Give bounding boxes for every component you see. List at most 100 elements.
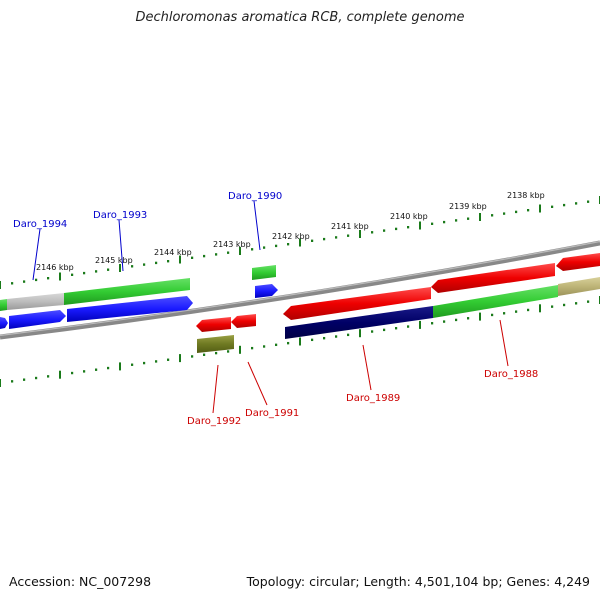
gene-label-daro-1991[interactable]: Daro_1991 bbox=[245, 408, 299, 419]
minor-tick bbox=[407, 325, 410, 328]
minor-tick bbox=[491, 313, 494, 317]
minor-tick bbox=[35, 376, 38, 380]
gene-row-reverse-right bbox=[283, 253, 600, 339]
gene-row-forward bbox=[0, 265, 278, 329]
minor-tick bbox=[191, 355, 194, 358]
minor-tick bbox=[587, 300, 590, 303]
gene-label-daro-1992[interactable]: Daro_1992 bbox=[187, 416, 241, 427]
minor-tick bbox=[131, 265, 134, 268]
gene-arrow[interactable] bbox=[556, 253, 600, 271]
minor-tick bbox=[335, 236, 338, 239]
minor-tick bbox=[47, 375, 50, 378]
minor-tick bbox=[23, 280, 26, 283]
gene-label-daro-1989[interactable]: Daro_1989 bbox=[346, 393, 400, 404]
gene-arrow[interactable] bbox=[558, 277, 600, 296]
gene-arrow[interactable] bbox=[0, 299, 7, 311]
upper-scale-track bbox=[0, 196, 600, 289]
minor-tick bbox=[443, 320, 446, 323]
gene-arrow-daro-1990[interactable] bbox=[255, 284, 278, 298]
minor-tick bbox=[455, 219, 458, 222]
scale-label: 2140 kbp bbox=[390, 212, 428, 221]
major-tick bbox=[59, 272, 61, 281]
minor-tick bbox=[515, 310, 518, 313]
gene-arrow[interactable] bbox=[7, 293, 64, 310]
minor-tick bbox=[395, 327, 398, 330]
gene-label-daro-1994[interactable]: Daro_1994 bbox=[13, 219, 67, 230]
gene-label-daro-1990[interactable]: Daro_1990 bbox=[228, 191, 282, 202]
minor-tick bbox=[143, 263, 146, 266]
minor-tick bbox=[107, 268, 110, 271]
minor-tick bbox=[251, 346, 254, 350]
minor-tick bbox=[263, 345, 266, 348]
gene-arrow[interactable] bbox=[64, 278, 190, 305]
gene-arrow[interactable] bbox=[433, 285, 558, 318]
minor-tick bbox=[371, 330, 374, 333]
minor-tick bbox=[227, 251, 230, 254]
gene-row-reverse-left bbox=[196, 314, 256, 353]
minor-tick bbox=[503, 312, 506, 315]
minor-tick bbox=[383, 328, 386, 332]
gene-arrow[interactable] bbox=[252, 265, 276, 280]
minor-tick bbox=[443, 220, 446, 224]
minor-tick bbox=[587, 200, 590, 203]
minor-tick bbox=[215, 253, 218, 256]
minor-tick bbox=[383, 229, 386, 232]
minor-tick bbox=[311, 338, 314, 342]
minor-tick bbox=[95, 270, 98, 273]
major-tick bbox=[119, 264, 121, 272]
lower-scale-track bbox=[0, 296, 600, 387]
gene-arrow-daro-1993[interactable] bbox=[67, 296, 193, 322]
minor-tick bbox=[347, 234, 350, 237]
major-tick bbox=[239, 345, 241, 354]
minor-tick bbox=[515, 210, 518, 214]
minor-tick bbox=[563, 303, 566, 307]
minor-tick bbox=[83, 271, 86, 275]
minor-tick bbox=[107, 366, 110, 370]
scale-label: 2141 kbp bbox=[331, 222, 369, 231]
minor-tick bbox=[11, 380, 14, 383]
major-tick bbox=[419, 221, 421, 230]
minor-tick bbox=[467, 317, 470, 320]
gene-arrow-daro-1992[interactable] bbox=[197, 335, 234, 353]
major-tick bbox=[539, 304, 541, 313]
scale-label: 2143 kbp bbox=[213, 240, 251, 249]
minor-tick bbox=[431, 322, 434, 325]
map-title: Dechloromonas aromatica RCB, complete ge… bbox=[135, 10, 465, 25]
minor-tick bbox=[323, 237, 326, 241]
gene-row-upper bbox=[0, 278, 190, 311]
minor-tick bbox=[551, 305, 554, 308]
minor-tick bbox=[527, 308, 530, 312]
minor-tick bbox=[155, 261, 158, 265]
minor-tick bbox=[551, 205, 554, 208]
major-tick bbox=[479, 213, 481, 221]
gene-arrow-daro-1989[interactable] bbox=[283, 287, 431, 320]
scale-labels: 2146 kbp 2145 kbp 2144 kbp 2143 kbp 2142… bbox=[36, 191, 545, 272]
major-tick bbox=[179, 255, 181, 264]
major-tick bbox=[239, 247, 241, 255]
minor-tick bbox=[167, 260, 170, 263]
topology-text: Topology: circular; Length: 4,501,104 bp… bbox=[246, 574, 590, 589]
gene-label-daro-1988[interactable]: Daro_1988 bbox=[484, 369, 538, 380]
minor-tick bbox=[467, 217, 470, 220]
minor-tick bbox=[575, 302, 578, 305]
minor-tick bbox=[407, 226, 410, 229]
major-tick bbox=[419, 320, 421, 329]
minor-tick bbox=[503, 212, 506, 215]
gene-arrow-daro-1988[interactable] bbox=[431, 263, 555, 293]
gene-arrow[interactable] bbox=[285, 306, 433, 339]
gene-arrow-daro-1991[interactable] bbox=[196, 317, 231, 332]
gene-arrow[interactable] bbox=[231, 314, 256, 328]
gene-arrow-daro-1994[interactable] bbox=[9, 310, 66, 329]
major-tick bbox=[539, 204, 541, 213]
major-tick bbox=[0, 379, 1, 387]
minor-tick bbox=[47, 277, 50, 280]
accession-text: Accession: NC_007298 bbox=[9, 574, 152, 589]
scale-label: 2146 kbp bbox=[36, 263, 74, 272]
minor-tick bbox=[335, 335, 338, 338]
minor-tick bbox=[311, 239, 314, 242]
minor-tick bbox=[491, 214, 494, 217]
minor-tick bbox=[287, 243, 290, 246]
gene-arrow[interactable] bbox=[0, 317, 8, 329]
minor-tick bbox=[227, 350, 230, 353]
gene-label-daro-1993[interactable]: Daro_1993 bbox=[93, 210, 147, 221]
